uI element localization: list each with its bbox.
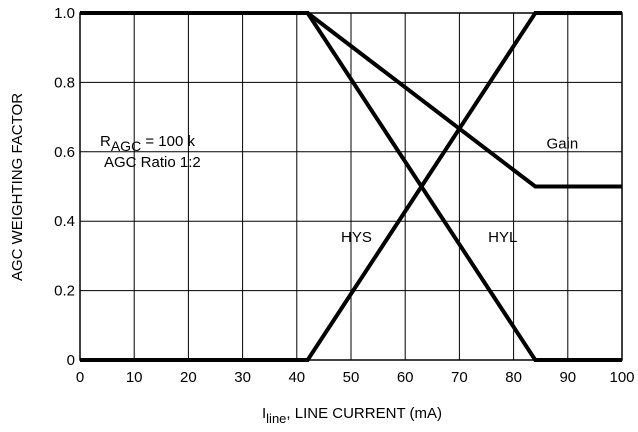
- x-tick-label: 60: [397, 369, 414, 386]
- series-labels: HYS HYL Gain: [341, 135, 578, 246]
- x-axis-title-main: I: [262, 405, 266, 422]
- r-agc-rest: = 100 k: [141, 133, 195, 150]
- x-tick-label: 20: [180, 369, 197, 386]
- y-tick-labels: 0 0.2 0.4 0.6 0.8 1.0: [54, 5, 75, 369]
- x-axis-title: Iline, LINE CURRENT (mA): [262, 405, 442, 426]
- series-line-gain: [80, 11, 622, 189]
- agc-ratio-annotation: AGC Ratio 1:2: [104, 154, 201, 171]
- y-tick-label: 0.4: [54, 213, 75, 230]
- x-tick-label: 0: [76, 369, 84, 386]
- y-tick-label: 0: [67, 352, 75, 369]
- x-axis-title-rest: , LINE CURRENT (mA): [286, 405, 442, 422]
- x-tick-label: 70: [451, 369, 468, 386]
- x-tick-label: 10: [126, 369, 143, 386]
- x-tick-label: 100: [609, 369, 634, 386]
- series-label-hyl: HYL: [488, 229, 517, 246]
- y-tick-label: 0.8: [54, 74, 75, 91]
- series-label-gain: Gain: [547, 135, 579, 152]
- r-agc-main: R: [100, 133, 111, 150]
- x-tick-label: 50: [343, 369, 360, 386]
- x-tick-label: 80: [505, 369, 522, 386]
- series-lines: [80, 11, 622, 362]
- r-agc-sub: AGC: [111, 138, 141, 154]
- r-agc-annotation: RAGC = 100 k: [100, 133, 195, 154]
- y-tick-label: 0.6: [54, 144, 75, 161]
- x-axis-title-sub: line: [266, 411, 286, 426]
- series-label-hys: HYS: [341, 229, 372, 246]
- y-tick-label: 1.0: [54, 5, 75, 22]
- x-tick-labels: 0 10 20 30 40 50 60 70 80 90 100: [76, 369, 635, 386]
- x-tick-label: 90: [559, 369, 576, 386]
- x-tick-label: 40: [288, 369, 305, 386]
- y-axis-title: AGC WEIGHTING FACTOR: [9, 93, 26, 281]
- x-tick-label: 30: [234, 369, 251, 386]
- y-tick-label: 0.2: [54, 283, 75, 300]
